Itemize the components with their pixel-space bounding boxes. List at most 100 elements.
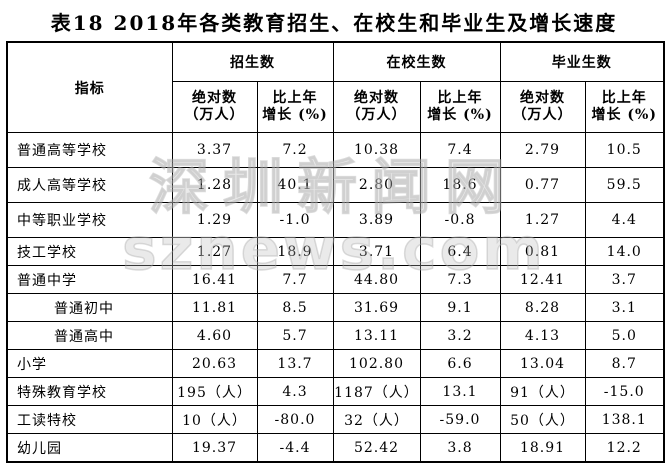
page-title: 表18 2018年各类教育招生、在校生和毕业生及增长速度 [50, 11, 618, 35]
value-cell: 102.80 [332, 349, 421, 378]
value-cell: 5.0 [584, 321, 665, 350]
value-cell: 3.1 [584, 293, 665, 322]
table-body: 普通高等学校 3.37 7.2 10.38 7.4 2.79 10.5 成人高等学校 1.28 4… [6, 132, 665, 463]
subheader-enrollment-absolute: 绝对数 （万人） [171, 81, 258, 133]
value-cell: 138.1 [584, 405, 665, 434]
value-cell: 4.3 [256, 377, 334, 406]
value-cell: 14.0 [584, 237, 665, 266]
value-cell: 1187（人） [332, 377, 421, 406]
subheader-line: 增长 (%) [427, 107, 493, 123]
value-cell: 59.5 [584, 167, 665, 203]
value-cell: 0.77 [499, 167, 586, 203]
indicator-cell: 普通高等学校 [6, 132, 173, 168]
indicator-cell: 技工学校 [6, 237, 173, 266]
indicator-cell: 幼儿园 [6, 433, 173, 463]
value-cell: 52.42 [332, 433, 421, 463]
subheader-students-absolute: 绝对数 （万人） [332, 81, 421, 133]
indicator-cell: 小学 [6, 349, 173, 378]
value-cell: 195（人） [171, 377, 258, 406]
value-cell: 7.7 [256, 265, 334, 294]
value-cell: 1.28 [171, 167, 258, 203]
indicator-cell: 成人高等学校 [6, 167, 173, 203]
table-row: 工读特校 10（人） -80.0 32（人） -59.0 50（人） 138.1 [6, 405, 665, 434]
table-row: 普通初中 11.81 8.5 31.69 9.1 8.28 3.1 [6, 293, 665, 322]
subheader-line: 比上年 [437, 89, 483, 106]
value-cell: 18.9 [256, 237, 334, 266]
subheader-line: 增长 (%) [591, 107, 657, 123]
value-cell: 13.11 [332, 321, 421, 350]
value-cell: 1.27 [499, 202, 586, 238]
subheader-line: 绝对数 [520, 89, 565, 106]
value-cell: 13.7 [256, 349, 334, 378]
value-cell: 18.91 [499, 433, 586, 463]
value-cell: 10.38 [332, 132, 421, 168]
value-cell: 3.89 [332, 202, 421, 238]
subheader-students-growth: 比上年 增长 (%) [419, 81, 501, 133]
subheader-enrollment-growth: 比上年 增长 (%) [256, 81, 334, 133]
value-cell: 7.3 [419, 265, 501, 294]
table-header: 指标 招生数 在校生数 毕业生数 绝对数 （万人） 比上年 增长 (%) 绝对数… [6, 41, 665, 133]
value-cell: 3.37 [171, 132, 258, 168]
indicator-cell: 特殊教育学校 [6, 377, 173, 406]
value-cell: 8.5 [256, 293, 334, 322]
indicator-cell: 工读特校 [6, 405, 173, 434]
subheader-line: （万人） [512, 107, 573, 123]
value-cell: 20.63 [171, 349, 258, 378]
value-cell: 9.1 [419, 293, 501, 322]
value-cell: 10.5 [584, 132, 665, 168]
value-cell: 0.81 [499, 237, 586, 266]
value-cell: 3.71 [332, 237, 421, 266]
value-cell: 3.2 [419, 321, 501, 350]
value-cell: 19.37 [171, 433, 258, 463]
group-header-row: 指标 招生数 在校生数 毕业生数 [6, 41, 665, 133]
value-cell: -1.0 [256, 202, 334, 238]
value-cell: 3.7 [584, 265, 665, 294]
value-cell: 40.1 [256, 167, 334, 203]
indicator-cell: 普通高中 [6, 321, 173, 350]
group-header-graduates: 毕业生数 [499, 41, 665, 82]
value-cell: 44.80 [332, 265, 421, 294]
subheader-line: 绝对数 [192, 89, 237, 106]
value-cell: -15.0 [584, 377, 665, 406]
value-cell: 13.1 [419, 377, 501, 406]
value-cell: 7.2 [256, 132, 334, 168]
subheader-line: 比上年 [601, 89, 647, 106]
subheader-line: 增长 (%) [262, 107, 328, 123]
table-row: 普通高等学校 3.37 7.2 10.38 7.4 2.79 10.5 [6, 132, 665, 168]
value-cell: -0.8 [419, 202, 501, 238]
table-row: 中等职业学校 1.29 -1.0 3.89 -0.8 1.27 4.4 [6, 202, 665, 238]
value-cell: 2.79 [499, 132, 586, 168]
subheader-graduates-absolute: 绝对数 （万人） [499, 81, 586, 133]
value-cell: 50（人） [499, 405, 586, 434]
value-cell: 11.81 [171, 293, 258, 322]
value-cell: 16.41 [171, 265, 258, 294]
value-cell: 18.6 [419, 167, 501, 203]
value-cell: 6.4 [419, 237, 501, 266]
value-cell: 8.28 [499, 293, 586, 322]
value-cell: 3.8 [419, 433, 501, 463]
table-row: 特殊教育学校 195（人） 4.3 1187（人） 13.1 91（人） -15.0 [6, 377, 665, 406]
group-header-enrollment: 招生数 [171, 41, 334, 82]
value-cell: 7.4 [419, 132, 501, 168]
value-cell: -59.0 [419, 405, 501, 434]
value-cell: 13.04 [499, 349, 586, 378]
table-row: 普通中学 16.41 7.7 44.80 7.3 12.41 3.7 [6, 265, 665, 294]
value-cell: 10（人） [171, 405, 258, 434]
value-cell: 6.6 [419, 349, 501, 378]
indicator-header: 指标 [6, 41, 173, 133]
value-cell: 12.41 [499, 265, 586, 294]
value-cell: 12.2 [584, 433, 665, 463]
table-row: 幼儿园 19.37 -4.4 52.42 3.8 18.91 12.2 [6, 433, 665, 463]
group-header-students: 在校生数 [332, 41, 501, 82]
indicator-cell: 中等职业学校 [6, 202, 173, 238]
table-row: 小学 20.63 13.7 102.80 6.6 13.04 8.7 [6, 349, 665, 378]
table-row: 普通高中 4.60 5.7 13.11 3.2 4.13 5.0 [6, 321, 665, 350]
table-row: 技工学校 1.27 18.9 3.71 6.4 0.81 14.0 [6, 237, 665, 266]
value-cell: 5.7 [256, 321, 334, 350]
value-cell: 31.69 [332, 293, 421, 322]
sub-header-row: 绝对数 （万人） 比上年 增长 (%) 绝对数 （万人） 比上年 增长 (%) … [7, 81, 665, 133]
value-cell: 4.60 [171, 321, 258, 350]
indicator-cell: 普通中学 [6, 265, 173, 294]
indicator-cell: 普通初中 [6, 293, 173, 322]
